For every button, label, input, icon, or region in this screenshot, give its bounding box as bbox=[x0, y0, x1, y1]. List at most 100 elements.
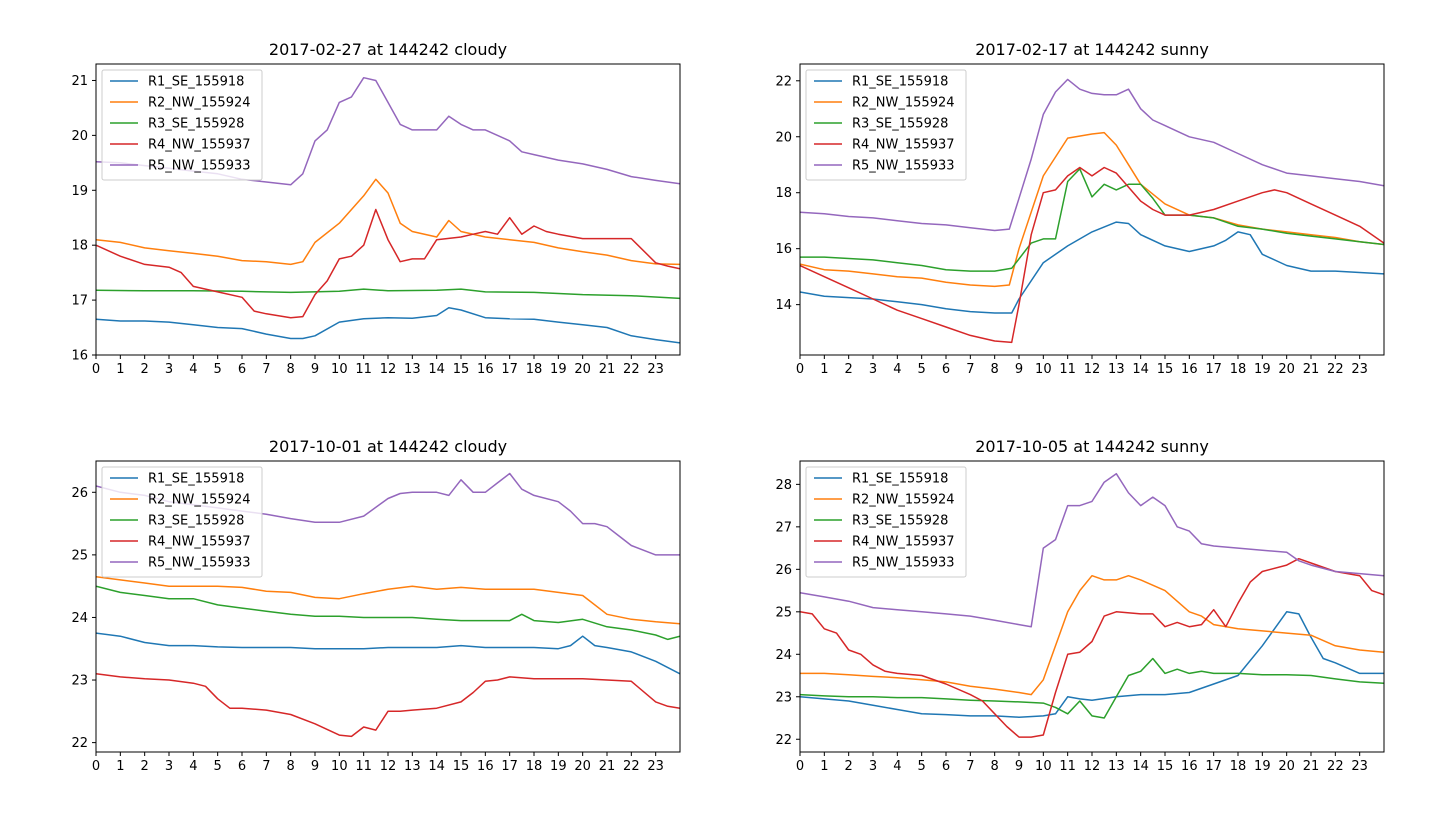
x-tick-label: 13 bbox=[404, 759, 421, 774]
x-tick-label: 10 bbox=[1035, 759, 1052, 774]
series-line-R1_SE_155918 bbox=[96, 307, 680, 344]
x-tick-label: 18 bbox=[1230, 759, 1247, 774]
series-line-R2_NW_155924 bbox=[96, 178, 680, 266]
legend-label: R5_NW_155933 bbox=[148, 159, 251, 174]
chart-title: 2017-10-05 at 144242 sunny bbox=[975, 437, 1209, 456]
y-tick-label: 24 bbox=[775, 648, 792, 663]
x-tick-label: 3 bbox=[165, 362, 173, 377]
y-tick-label: 14 bbox=[775, 298, 792, 313]
x-tick-label: 11 bbox=[355, 362, 372, 377]
x-tick-label: 17 bbox=[501, 759, 518, 774]
legend-box bbox=[101, 69, 263, 181]
x-tick-label: 7 bbox=[966, 759, 974, 774]
x-tick-label: 21 bbox=[1303, 362, 1320, 377]
series-line-R3_SE_155928 bbox=[96, 585, 680, 641]
x-tick-label: 19 bbox=[1254, 362, 1271, 377]
x-tick-label: 8 bbox=[287, 759, 295, 774]
legend-label: R1_SE_155918 bbox=[852, 472, 948, 487]
y-tick-label: 16 bbox=[71, 349, 88, 364]
x-tick-label: 10 bbox=[331, 759, 348, 774]
x-tick-label: 16 bbox=[1181, 759, 1198, 774]
x-tick-label: 8 bbox=[991, 362, 999, 377]
x-tick-label: 14 bbox=[428, 362, 445, 377]
x-tick-label: 15 bbox=[1157, 362, 1174, 377]
y-tick-label: 25 bbox=[775, 605, 792, 620]
x-tick-label: 10 bbox=[331, 362, 348, 377]
x-tick-label: 19 bbox=[550, 362, 567, 377]
x-tick-label: 8 bbox=[287, 362, 295, 377]
x-tick-label: 5 bbox=[214, 759, 222, 774]
x-tick-label: 18 bbox=[526, 362, 543, 377]
x-tick-label: 0 bbox=[92, 362, 100, 377]
series-line-R3_SE_155928 bbox=[96, 288, 680, 300]
y-tick-label: 23 bbox=[775, 690, 792, 705]
legend-label: R1_SE_155918 bbox=[148, 75, 244, 90]
x-tick-label: 18 bbox=[1230, 362, 1247, 377]
x-tick-label: 20 bbox=[1278, 759, 1295, 774]
x-tick-label: 1 bbox=[116, 759, 124, 774]
series-line-R2_NW_155924 bbox=[800, 574, 1384, 696]
series-line-R4_NW_155937 bbox=[800, 557, 1384, 738]
x-tick-label: 6 bbox=[238, 362, 246, 377]
y-tick-label: 23 bbox=[71, 674, 88, 689]
x-tick-label: 20 bbox=[1278, 362, 1295, 377]
legend-label: R3_SE_155928 bbox=[148, 514, 244, 529]
x-tick-label: 11 bbox=[1059, 759, 1076, 774]
x-tick-label: 16 bbox=[477, 759, 494, 774]
y-tick-label: 16 bbox=[775, 242, 792, 257]
y-tick-label: 21 bbox=[71, 74, 88, 89]
x-tick-label: 13 bbox=[404, 362, 421, 377]
x-tick-label: 5 bbox=[918, 362, 926, 377]
legend-label: R3_SE_155928 bbox=[852, 117, 948, 132]
x-tick-label: 9 bbox=[311, 759, 319, 774]
x-tick-label: 4 bbox=[893, 362, 901, 377]
x-tick-label: 15 bbox=[1157, 759, 1174, 774]
x-tick-label: 21 bbox=[1303, 759, 1320, 774]
x-tick-label: 9 bbox=[311, 362, 319, 377]
x-tick-label: 4 bbox=[893, 759, 901, 774]
y-tick-label: 28 bbox=[775, 478, 792, 493]
x-tick-label: 14 bbox=[1132, 362, 1149, 377]
x-tick-label: 19 bbox=[1254, 759, 1271, 774]
x-tick-label: 4 bbox=[189, 759, 197, 774]
x-tick-label: 2 bbox=[845, 759, 853, 774]
legend-label: R1_SE_155918 bbox=[852, 75, 948, 90]
x-tick-label: 9 bbox=[1015, 362, 1023, 377]
x-tick-label: 2 bbox=[141, 759, 149, 774]
x-tick-label: 15 bbox=[453, 362, 470, 377]
y-tick-label: 20 bbox=[71, 129, 88, 144]
x-tick-label: 13 bbox=[1108, 759, 1125, 774]
x-tick-label: 12 bbox=[380, 759, 397, 774]
legend-label: R3_SE_155928 bbox=[852, 514, 948, 529]
x-tick-label: 3 bbox=[869, 759, 877, 774]
x-tick-label: 7 bbox=[262, 759, 270, 774]
legend: R1_SE_155918 R2_NW_155924 R3_SE_155928 R4_N… bbox=[805, 69, 967, 181]
legend: R1_SE_155918 R2_NW_155924 R3_SE_155928 R4_N… bbox=[805, 466, 967, 578]
x-tick-label: 2 bbox=[845, 362, 853, 377]
series-line-R4_NW_155937 bbox=[96, 208, 680, 319]
legend-label: R5_NW_155933 bbox=[852, 556, 955, 571]
y-tick-label: 22 bbox=[775, 733, 792, 748]
chart-title: 2017-10-01 at 144242 cloudy bbox=[269, 437, 507, 456]
series-line-R1_SE_155918 bbox=[96, 632, 680, 675]
legend-label: R5_NW_155933 bbox=[148, 556, 251, 571]
legend-label: R5_NW_155933 bbox=[852, 159, 955, 174]
x-tick-label: 11 bbox=[1059, 362, 1076, 377]
x-tick-label: 22 bbox=[623, 362, 640, 377]
x-tick-label: 3 bbox=[869, 362, 877, 377]
x-tick-label: 4 bbox=[189, 362, 197, 377]
x-tick-label: 17 bbox=[501, 362, 518, 377]
x-tick-label: 7 bbox=[966, 362, 974, 377]
x-tick-label: 7 bbox=[262, 362, 270, 377]
series-line-R2_NW_155924 bbox=[96, 576, 680, 625]
x-tick-label: 6 bbox=[942, 362, 950, 377]
series-line-R5_NW_155933 bbox=[800, 472, 1384, 628]
y-tick-label: 27 bbox=[775, 520, 792, 535]
x-tick-label: 6 bbox=[238, 759, 246, 774]
x-tick-label: 1 bbox=[116, 362, 124, 377]
legend: R1_SE_155918 R2_NW_155924 R3_SE_155928 R4_N… bbox=[101, 466, 263, 578]
x-tick-label: 10 bbox=[1035, 362, 1052, 377]
x-tick-label: 17 bbox=[1205, 362, 1222, 377]
